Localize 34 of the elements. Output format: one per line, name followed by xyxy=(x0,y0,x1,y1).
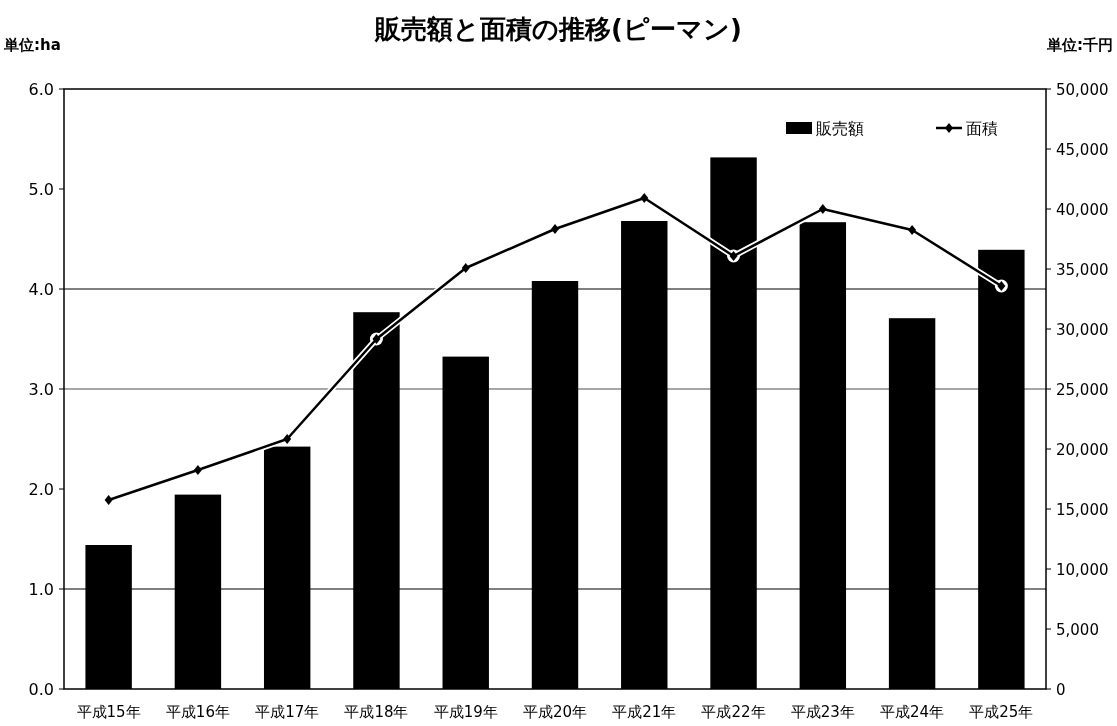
y-tick-label: 1.0 xyxy=(28,580,54,599)
x-tick-label: 平成23年 xyxy=(790,703,855,721)
legend-label: 面積 xyxy=(966,119,998,138)
y-tick-label: 4.0 xyxy=(28,280,54,299)
x-tick-label: 平成19年 xyxy=(433,703,498,721)
y2-axis-title: 単位:千円 xyxy=(1046,36,1113,54)
y2-tick-label: 0 xyxy=(1056,681,1066,699)
x-tick-label: 平成17年 xyxy=(255,703,320,721)
y-tick-label: 3.0 xyxy=(28,380,54,399)
x-tick-label: 平成24年 xyxy=(880,703,945,721)
x-tick-label: 平成21年 xyxy=(612,703,677,721)
chart-title: 販売額と面積の推移(ピーマン) xyxy=(374,14,742,44)
y-tick-label: 5.0 xyxy=(28,180,54,199)
y2-tick-label: 5,000 xyxy=(1056,621,1099,639)
y2-tick-label: 15,000 xyxy=(1056,501,1109,519)
y-tick-label: 0.0 xyxy=(28,680,54,699)
y-tick-label: 6.0 xyxy=(28,80,54,99)
x-tick-label: 平成18年 xyxy=(344,703,409,721)
y2-tick-label: 50,000 xyxy=(1056,81,1109,99)
x-tick-label: 平成20年 xyxy=(522,703,588,721)
y2-tick-label: 25,000 xyxy=(1056,381,1109,399)
y2-tick-label: 45,000 xyxy=(1056,141,1109,159)
y2-tick-label: 20,000 xyxy=(1056,441,1109,459)
y2-tick-label: 30,000 xyxy=(1056,321,1109,339)
x-tick-label: 平成22年 xyxy=(701,703,766,721)
legend-label: 販売額 xyxy=(816,119,864,138)
y-tick-label: 2.0 xyxy=(28,480,54,499)
x-tick-label: 平成25年 xyxy=(969,703,1034,721)
y-axis-title: 単位:ha xyxy=(3,36,61,54)
y2-tick-label: 10,000 xyxy=(1056,561,1109,579)
y2-tick-label: 40,000 xyxy=(1056,201,1109,219)
x-tick-label: 平成15年 xyxy=(76,703,141,721)
y2-tick-label: 35,000 xyxy=(1056,261,1109,279)
x-tick-label: 平成16年 xyxy=(165,703,230,721)
